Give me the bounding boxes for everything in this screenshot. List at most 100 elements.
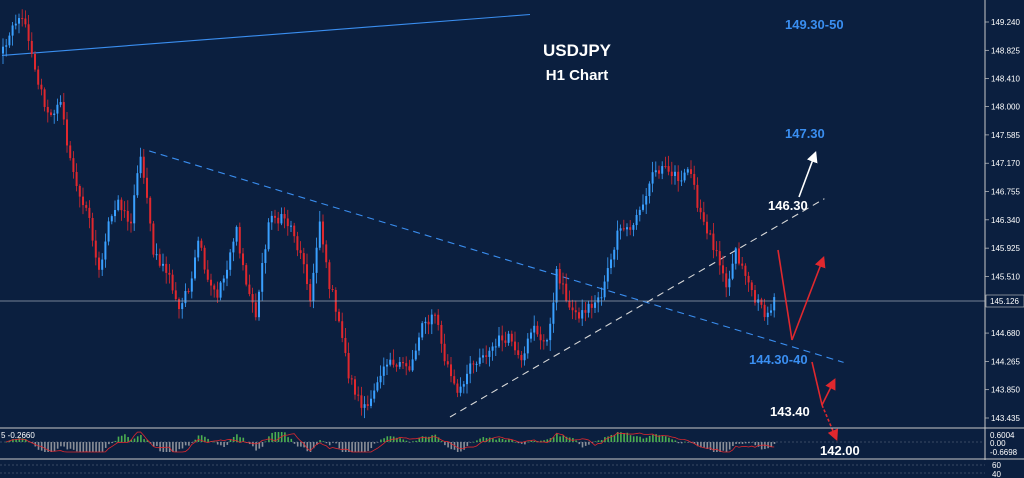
- candle-body: [165, 263, 168, 273]
- candle-body: [190, 278, 193, 292]
- candle-body: [622, 228, 625, 230]
- price-tick-label: 145.510: [991, 272, 1020, 281]
- candle-body: [613, 249, 616, 260]
- candle-body: [126, 210, 129, 222]
- price-tick-label: 144.265: [991, 357, 1020, 366]
- signal-line: [6, 431, 775, 453]
- histogram-bar: [98, 442, 101, 452]
- histogram-bar: [207, 438, 209, 442]
- candle-body: [744, 265, 747, 276]
- histogram-bar: [104, 442, 107, 448]
- candle-body: [264, 249, 267, 264]
- histogram-bar: [21, 438, 24, 442]
- candle-body: [88, 207, 91, 219]
- candle-body: [11, 25, 14, 36]
- candle-body: [130, 221, 132, 224]
- candle-body: [683, 172, 686, 181]
- candle-body: [443, 343, 446, 362]
- indicator2-tick-bottom: 40: [992, 470, 1001, 478]
- histogram-bar: [456, 442, 459, 452]
- candle-body: [293, 225, 296, 237]
- histogram-bar: [44, 442, 46, 452]
- candle-body: [104, 241, 107, 260]
- candle-body: [136, 173, 139, 196]
- candle-body: [706, 221, 708, 234]
- histogram-bar: [213, 441, 216, 443]
- candle-body: [168, 272, 171, 275]
- price-tick-label: 148.000: [991, 103, 1020, 112]
- candle-body: [142, 156, 145, 178]
- histogram-bar: [127, 437, 129, 442]
- candle-body: [754, 290, 756, 303]
- histogram-bar: [108, 442, 110, 445]
- histogram-bar: [290, 438, 293, 442]
- histogram-bar: [357, 442, 360, 452]
- histogram-bar: [504, 440, 507, 442]
- candle-body: [498, 335, 500, 347]
- candle-body: [766, 312, 769, 318]
- candle-body: [376, 382, 379, 391]
- histogram-bar: [15, 438, 17, 442]
- histogram-bar: [488, 437, 491, 442]
- candle-body: [424, 321, 427, 324]
- candle-body: [72, 158, 75, 172]
- histogram-bar: [626, 432, 629, 442]
- candle-body: [133, 195, 136, 224]
- arrow-red-down-2: [811, 361, 823, 406]
- candle-body: [590, 303, 593, 308]
- histogram-bar: [600, 440, 603, 442]
- histogram-bar: [664, 436, 667, 442]
- candle-body: [238, 226, 241, 254]
- candle-body: [568, 300, 571, 308]
- histogram-bar: [732, 442, 734, 446]
- candle-body: [478, 357, 481, 364]
- candle-body: [315, 247, 318, 273]
- candle-body: [549, 323, 552, 341]
- candle-body: [517, 350, 520, 355]
- histogram-bar: [764, 442, 766, 450]
- candle-body: [2, 46, 4, 54]
- histogram-bar: [181, 442, 184, 449]
- candle-body: [738, 248, 740, 264]
- candle-body: [709, 233, 712, 235]
- candle-body: [306, 264, 308, 285]
- candle-body: [546, 340, 548, 342]
- histogram-bar: [716, 442, 718, 452]
- candle-body: [507, 333, 510, 343]
- histogram-bar: [674, 440, 677, 442]
- histogram-bar: [597, 440, 600, 442]
- candle-body: [14, 23, 17, 26]
- histogram-bar: [709, 442, 712, 451]
- candle-body: [584, 310, 587, 313]
- histogram-bar: [677, 442, 680, 444]
- candle-body: [350, 378, 353, 380]
- histogram-bar: [658, 435, 661, 442]
- candle-body: [30, 40, 33, 54]
- candle-body: [66, 119, 68, 146]
- histogram-bar: [447, 442, 449, 448]
- candle-body: [194, 257, 196, 279]
- histogram-bar: [684, 441, 686, 443]
- candle-body: [693, 173, 696, 185]
- candle-body: [686, 169, 689, 173]
- histogram-bar: [194, 439, 197, 442]
- histogram-bar: [162, 442, 165, 452]
- histogram-bar: [226, 442, 229, 445]
- histogram-bar: [332, 442, 334, 443]
- histogram-bar: [575, 440, 577, 442]
- arrow-red-up-1: [791, 256, 826, 341]
- histogram-bar: [418, 438, 421, 442]
- candle-body: [152, 223, 155, 255]
- histogram-bar: [466, 442, 469, 446]
- histogram-bar: [424, 436, 427, 442]
- histogram-bar: [376, 442, 379, 443]
- candle-body: [510, 333, 513, 342]
- candle-body: [475, 363, 478, 365]
- histogram-bar: [312, 442, 315, 449]
- histogram-bar: [492, 438, 494, 442]
- candle-body: [171, 274, 174, 291]
- histogram-bar: [296, 442, 299, 447]
- histogram-bar: [328, 442, 331, 446]
- candle-body: [277, 217, 280, 224]
- histogram-bar: [645, 437, 648, 442]
